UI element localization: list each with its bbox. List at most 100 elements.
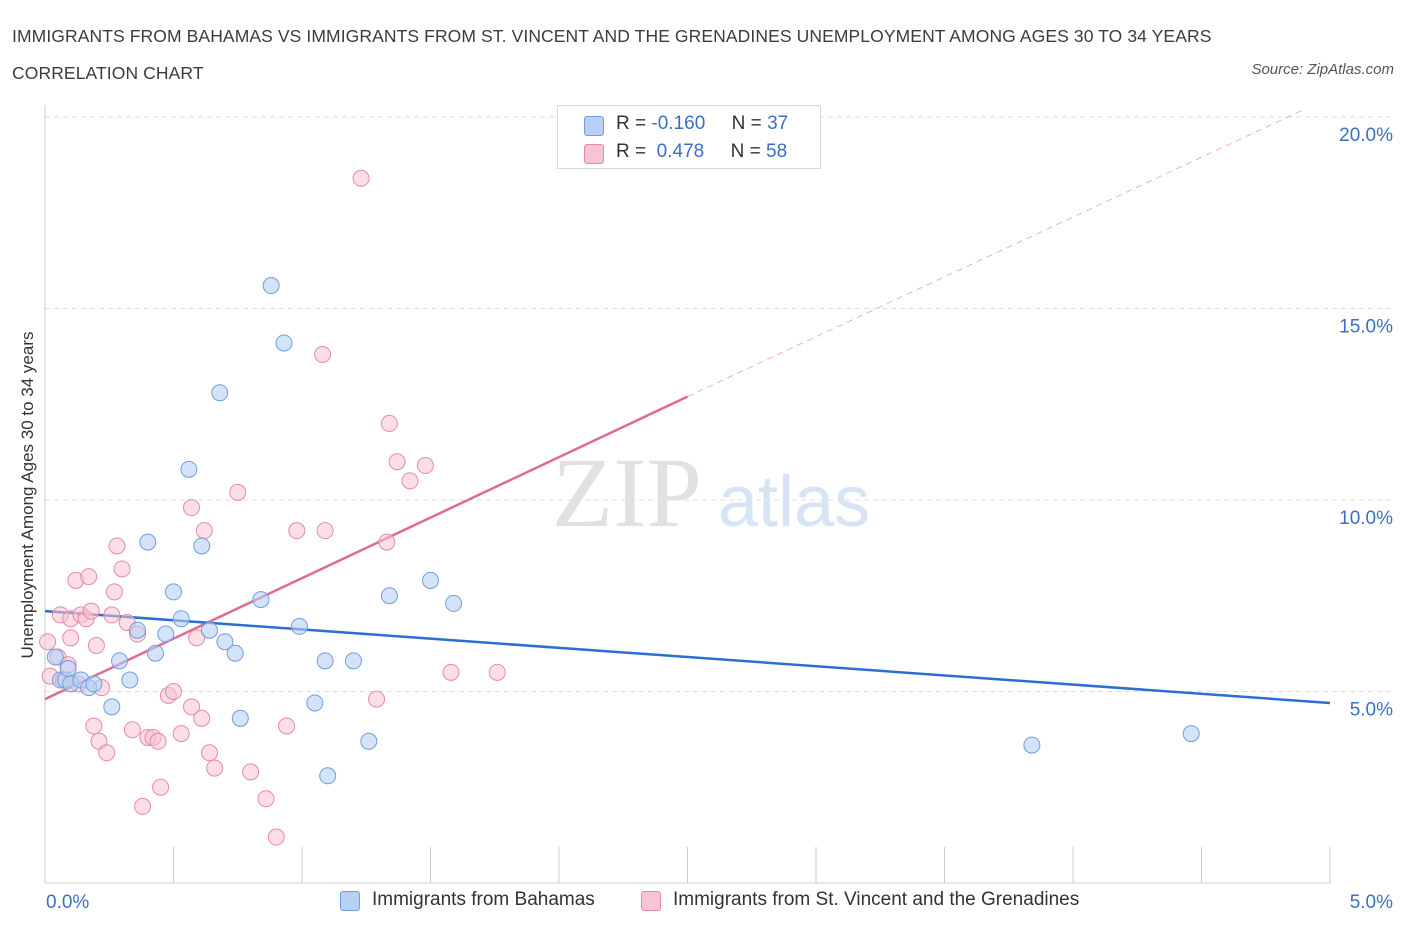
chart-title: IMMIGRANTS FROM BAHAMAS VS IMMIGRANTS FR… (12, 26, 1212, 83)
stvincent-point-55 (416, 457, 434, 475)
stvincent-point-38 (195, 522, 213, 540)
legend-label-stvincent: Immigrants from St. Vincent and the Gren… (673, 889, 1080, 910)
bahamas-point-25 (262, 277, 280, 295)
bahamas-point-7 (85, 675, 103, 693)
bahamas-r-value: -0.160 (651, 113, 706, 134)
bahamas-point-19 (200, 621, 218, 639)
stvincent-swatch (584, 144, 604, 164)
x-tick-label-1: 5.0% (1350, 892, 1393, 913)
grid-lines (45, 116, 1395, 692)
bahamas-point-31 (344, 652, 362, 670)
bahamas-point-11 (129, 621, 147, 639)
watermark: ZIP atlas (552, 437, 870, 548)
bahamas-point-10 (121, 671, 139, 689)
bahamas-point-35 (445, 594, 463, 612)
stvincent-point-21 (108, 537, 126, 555)
stvincent-point-13 (82, 602, 100, 620)
stvincent-point-35 (182, 698, 200, 716)
trend-lines (44, 108, 1331, 705)
bahamas-point-0 (46, 648, 64, 666)
stvincent-point-18 (98, 744, 116, 762)
watermark-zip: ZIP (552, 437, 702, 548)
r-label: R = (616, 141, 647, 162)
bahamas-point-22 (226, 644, 244, 662)
stvincent-point-53 (388, 453, 406, 471)
bahamas-point-27 (290, 617, 308, 635)
x-tick-label-0: 0.0% (46, 892, 89, 913)
stats-legend: R = -0.160 N = 37 R = 0.478 N = 58 (557, 105, 821, 169)
stvincent-point-26 (134, 797, 152, 815)
legend-label-bahamas: Immigrants from Bahamas (372, 889, 595, 910)
y-axis-label: Unemployment Among Ages 30 to 34 years (18, 332, 37, 659)
stvincent-point-41 (229, 483, 247, 501)
bahamas-point-29 (316, 652, 334, 670)
y-tick-label-2: 15.0% (1339, 317, 1393, 338)
stvincent-point-30 (152, 778, 170, 796)
stvincent-point-15 (87, 637, 105, 655)
bahamas-point-21 (216, 633, 234, 651)
stvincent-point-54 (401, 472, 419, 490)
stvincent-point-22 (113, 560, 131, 578)
bahamas-point-32 (360, 732, 378, 750)
data-points (39, 169, 1200, 846)
bahamas-point-18 (193, 537, 211, 555)
bahamas-point-15 (165, 583, 182, 601)
bahamas-point-37 (1182, 725, 1200, 743)
bahamas-point-16 (172, 610, 190, 628)
stvincent-point-46 (288, 522, 306, 540)
bahamas-point-13 (147, 644, 165, 662)
source-credit: Source: ZipAtlas.com (1251, 61, 1394, 78)
bahamas-point-30 (319, 767, 337, 785)
bahamas-point-12 (139, 533, 157, 551)
stvincent-point-48 (316, 522, 334, 540)
bahamas-swatch (584, 116, 604, 136)
bahamas-point-20 (211, 384, 229, 402)
bahamas-point-9 (111, 652, 129, 670)
legend-swatch-bahamas (340, 891, 360, 911)
stvincent-r-value: 0.478 (656, 141, 705, 162)
stvincent-point-49 (352, 169, 370, 187)
bahamas-point-23 (231, 709, 249, 727)
stvincent-point-33 (172, 725, 190, 743)
y-tick-label-0: 5.0% (1350, 700, 1393, 721)
watermark-atlas: atlas (718, 462, 870, 542)
stvincent-point-19 (103, 606, 121, 624)
bahamas-point-14 (157, 625, 175, 643)
stvincent-point-37 (193, 709, 211, 727)
stvincent-point-43 (257, 790, 275, 808)
bahamas-point-17 (180, 460, 198, 478)
n-label: N = (730, 141, 761, 162)
r-label: R = (616, 113, 647, 134)
bahamas-point-24 (252, 591, 270, 609)
stvincent-point-45 (278, 717, 296, 735)
bahamas-n-value: 37 (767, 113, 789, 134)
axes (44, 105, 1331, 884)
bahamas-point-34 (422, 571, 439, 589)
stvincent-point-29 (149, 732, 167, 750)
bahamas-point-3 (59, 660, 77, 678)
bahamas-point-8 (103, 698, 121, 716)
stvincent-point-44 (267, 828, 285, 846)
stvincent-point-52 (380, 414, 398, 432)
y-tick-label-3: 20.0% (1339, 125, 1393, 146)
stvincent-point-51 (378, 533, 396, 551)
bahamas-trend-line (44, 609, 1331, 705)
stvincent-point-20 (105, 583, 123, 601)
bahamas-point-33 (380, 587, 398, 605)
bahamas-point-26 (275, 334, 293, 352)
stvincent-point-34 (182, 499, 200, 517)
stvincent-point-0 (39, 633, 57, 651)
stvincent-n-value: 58 (766, 141, 788, 162)
stvincent-point-14 (85, 717, 103, 735)
stvincent-point-24 (123, 721, 141, 739)
stvincent-point-12 (80, 568, 98, 586)
bahamas-point-28 (306, 694, 324, 712)
stvincent-point-36 (188, 629, 206, 647)
stvincent-point-32 (165, 683, 182, 700)
bahamas-point-36 (1023, 736, 1041, 754)
stvincent-point-7 (62, 629, 80, 647)
stvincent-point-56 (442, 663, 460, 681)
stvincent-point-42 (242, 763, 260, 781)
stvincent-point-39 (200, 744, 218, 762)
